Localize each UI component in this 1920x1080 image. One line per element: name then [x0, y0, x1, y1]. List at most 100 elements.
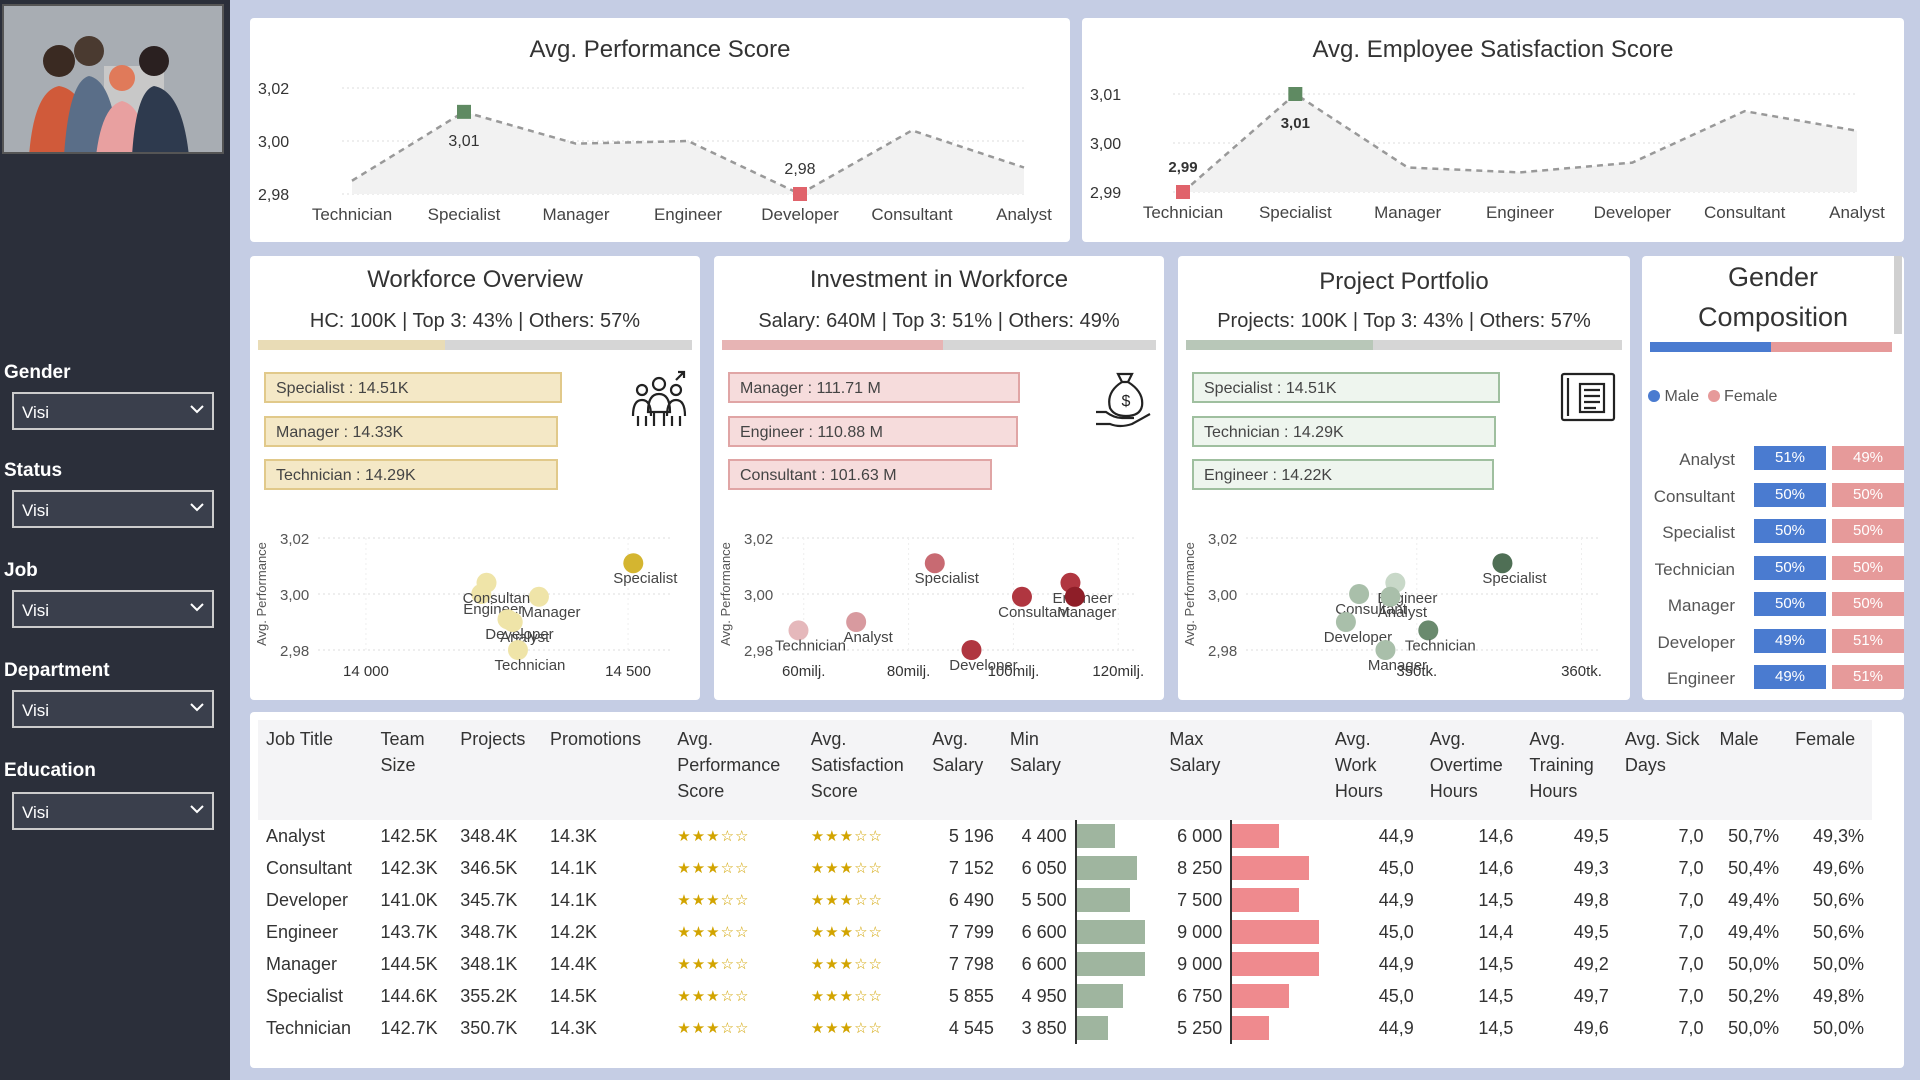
column-header[interactable]: Max Salary: [1161, 720, 1232, 820]
overtime-hours-cell: 14,4: [1478, 921, 1514, 942]
scatter-point[interactable]: [1349, 584, 1370, 604]
scatter-point-label: Technician: [1405, 637, 1476, 654]
table-row[interactable]: Engineer 143.7K 348.7K 14.2K ★★★☆☆ ★★★☆☆ 7 799…: [258, 916, 1872, 948]
table-row[interactable]: Analyst 142.5K 348.4K 14.3K ★★★☆☆ ★★★☆☆ 5 196 4…: [258, 820, 1872, 852]
promotions-cell: 14.3K: [549, 825, 598, 846]
scatter-point[interactable]: [507, 640, 528, 660]
x-tick-label: 100milj.: [988, 663, 1040, 680]
scrollbar[interactable]: [1894, 256, 1902, 334]
gender-row-job: Consultant: [1653, 486, 1735, 506]
scatter-point[interactable]: [476, 572, 497, 593]
table-row[interactable]: Manager 144.5K 348.1K 14.4K ★★★☆☆ ★★★☆☆ 7 798 6…: [258, 948, 1872, 980]
department-slicer[interactable]: Visi: [12, 690, 214, 728]
sick-days-cell: 7,0: [1678, 921, 1704, 942]
status-slicer[interactable]: Visi: [12, 490, 214, 528]
min-salary-bar-cell: [1074, 1012, 1162, 1044]
column-header[interactable]: [1231, 720, 1327, 820]
column-header[interactable]: Promotions: [541, 720, 670, 820]
sick-days-cell: 7,0: [1678, 889, 1704, 910]
column-header[interactable]: Avg. Work Hours: [1326, 720, 1422, 820]
scatter-point[interactable]: [1335, 612, 1356, 632]
column-header[interactable]: Avg. Salary: [924, 720, 1002, 820]
column-header[interactable]: Avg. Sick Days: [1616, 720, 1712, 820]
education-slicer[interactable]: Visi: [12, 792, 214, 830]
table-row[interactable]: Developer 141.0K 345.7K 14.1K ★★★☆☆ ★★★☆☆ 6 49…: [258, 884, 1872, 916]
job-title-cell: Specialist: [266, 985, 344, 1006]
series-line: [1182, 92, 1858, 193]
y-tick-label: 3,00: [1090, 136, 1121, 153]
column-header[interactable]: Team Size: [372, 720, 453, 820]
scatter-point[interactable]: [502, 612, 523, 632]
column-header[interactable]: Job Title: [258, 720, 373, 820]
female-percent: 49%: [1832, 446, 1904, 470]
scatter-point-label: Manager: [1368, 657, 1427, 674]
overtime-hours-cell: 14,5: [1478, 1017, 1514, 1038]
max-salary-bar-cell: [1230, 884, 1327, 916]
performance-stars: ★★★☆☆: [677, 860, 750, 877]
column-header[interactable]: Male: [1711, 720, 1788, 820]
male-cell: 50,7%: [1728, 825, 1780, 846]
column-header[interactable]: Female: [1787, 720, 1872, 820]
workforce-scatter: 3,02 3,00 2,98 Avg. Performance 14 000 14 500…: [254, 531, 678, 680]
work-hours-cell: 44,9: [1378, 1017, 1414, 1038]
portfolio-card: Project Portfolio Projects: 100K | Top 3…: [1178, 256, 1630, 700]
scatter-point-label: Technician: [775, 637, 846, 654]
max-salary-bar: [1232, 824, 1279, 848]
x-tick-label: 360tk.: [1561, 663, 1602, 680]
min-point-marker[interactable]: [793, 187, 807, 201]
sick-days-cell: 7,0: [1678, 825, 1704, 846]
column-header[interactable]: Projects: [452, 720, 542, 820]
job-slicer[interactable]: Visi: [12, 590, 214, 628]
column-header[interactable]: [1075, 720, 1162, 820]
column-header[interactable]: Avg. Satisfaction Score: [802, 720, 925, 820]
scatter-point-label: Specialist: [915, 570, 980, 587]
x-tick-label: 14 000: [343, 663, 389, 680]
column-header[interactable]: Min Salary: [1001, 720, 1076, 820]
scatter-point[interactable]: [846, 612, 867, 632]
satisfaction-stars: ★★★☆☆: [810, 860, 883, 877]
column-header[interactable]: Avg. Overtime Hours: [1421, 720, 1522, 820]
gender-title-line1: Gender: [1727, 262, 1819, 292]
column-header[interactable]: Avg. Performance Score: [669, 720, 803, 820]
overtime-hours-cell: 14,6: [1478, 857, 1514, 878]
gender-slicer[interactable]: Visi: [12, 392, 214, 430]
projects-cell: 346.5K: [460, 857, 518, 878]
portfolio-share-bar: [1186, 340, 1622, 350]
scatter-point[interactable]: [924, 553, 945, 574]
table-row[interactable]: Specialist 144.6K 355.2K 14.5K ★★★☆☆ ★★★☆☆ 5 8…: [258, 980, 1872, 1012]
scatter-point[interactable]: [623, 553, 644, 574]
gender-slicer-label: Gender: [4, 362, 71, 383]
gender-share-bar: [1650, 342, 1892, 352]
scatter-point[interactable]: [1418, 620, 1439, 641]
max-point-marker[interactable]: [1288, 87, 1303, 101]
series-area: [1183, 94, 1857, 192]
max-point-marker[interactable]: [457, 104, 471, 119]
series-area: [352, 111, 1024, 194]
scatter-point[interactable]: [1375, 640, 1396, 660]
satisfaction-stars: ★★★☆☆: [810, 892, 883, 909]
column-header[interactable]: Avg. Training Hours: [1521, 720, 1617, 820]
table-row[interactable]: Consultant 142.3K 346.5K 14.1K ★★★☆☆ ★★★☆☆ 7 1…: [258, 852, 1872, 884]
gender-row-job: Manager: [1667, 596, 1735, 615]
scatter-point[interactable]: [1011, 586, 1032, 607]
investment-subtitle: Salary: 640M | Top 3: 51% | Others: 49%: [758, 310, 1120, 332]
job-table: Job Title Team Size Projects Promotions Avg.…: [258, 720, 1872, 1044]
male-percent: 50%: [1754, 482, 1826, 507]
scatter-point[interactable]: [1380, 586, 1401, 607]
portfolio-scatter: 3,02 3,00 2,98 Avg. Performance 350tk. 360tk.…: [1182, 531, 1602, 680]
max-value-label: 3,01: [448, 133, 479, 150]
scatter-point[interactable]: [1064, 586, 1085, 607]
training-hours-cell: 49,6: [1573, 1017, 1609, 1038]
sick-days-cell: 7,0: [1678, 857, 1704, 878]
scatter-point[interactable]: [961, 640, 982, 660]
min-point-marker[interactable]: [1176, 185, 1190, 199]
portfolio-top-item: Specialist : 14.51K: [1192, 372, 1500, 403]
scatter-point[interactable]: [788, 620, 809, 641]
y-tick-label: 3,00: [280, 587, 309, 604]
satisfaction-stars: ★★★☆☆: [810, 988, 883, 1005]
table-row[interactable]: Technician 142.7K 350.7K 14.3K ★★★☆☆ ★★★☆☆ 4 5…: [258, 1012, 1872, 1044]
scatter-point[interactable]: [1492, 553, 1513, 574]
scatter-point[interactable]: [528, 586, 549, 607]
max-salary-bar-cell: [1230, 980, 1327, 1012]
scatter-point-label: Manager: [521, 604, 580, 621]
